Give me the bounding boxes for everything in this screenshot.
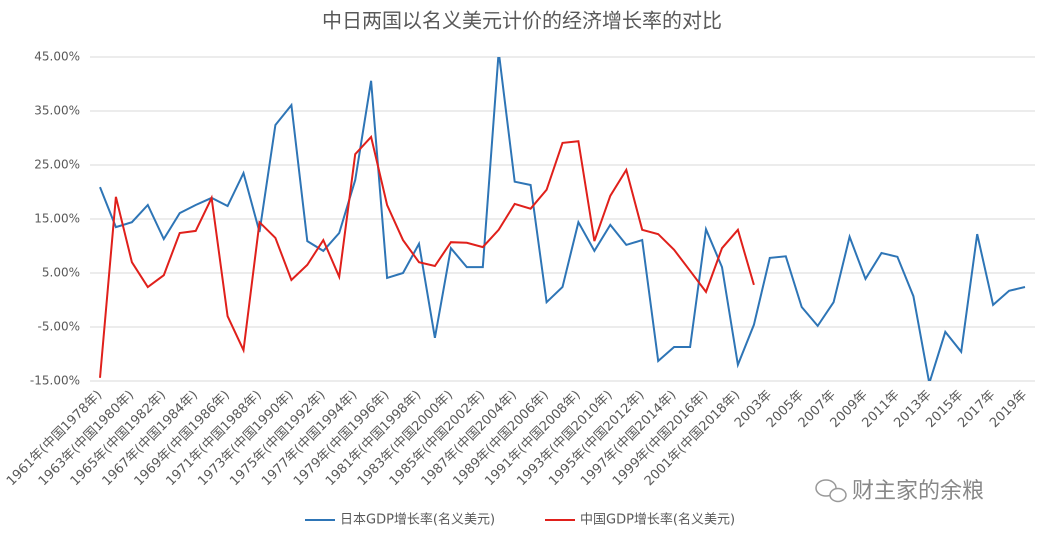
y-tick-label: 25.00% [34, 158, 80, 172]
y-tick-label: -5.00% [38, 320, 80, 334]
legend-label: 中国GDP增长率(名义美元) [580, 512, 735, 528]
watermark: 财主家的余粮 [815, 479, 984, 504]
y-tick-label: -15.00% [30, 374, 80, 388]
watermark-text: 财主家的余粮 [852, 479, 984, 504]
y-tick-label: 5.00% [42, 266, 80, 280]
legend-label: 日本GDP增长率(名义美元) [340, 512, 495, 528]
y-tick-label: 45.00% [34, 50, 80, 64]
series-line [99, 57, 1026, 381]
chart-title: 中日两国以名义美元计价的经济增长率的对比 [322, 9, 722, 33]
y-tick-label: 35.00% [34, 104, 80, 118]
series-line [99, 134, 755, 378]
y-tick-label: 15.00% [34, 212, 80, 226]
